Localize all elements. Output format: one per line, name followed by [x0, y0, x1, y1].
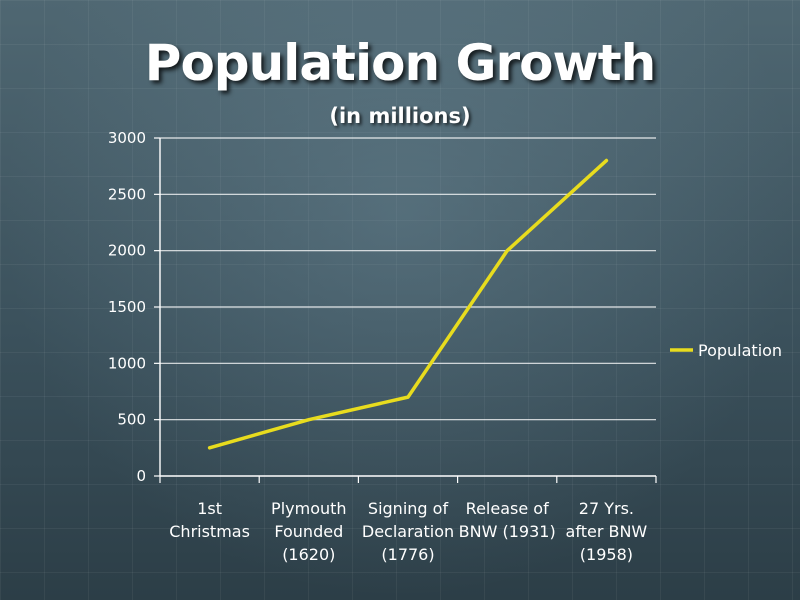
series-line-population	[207, 158, 609, 450]
x-tick-label: Release of BNW (1931)	[459, 499, 556, 541]
x-tick-label-line: 27 Yrs.	[579, 499, 634, 518]
y-tick-label: 0	[136, 467, 146, 485]
x-tick-label: Plymouth Founded (1620)	[271, 499, 347, 564]
x-tick-label-line: Release of	[466, 499, 549, 518]
y-tick-label: 2500	[108, 185, 146, 203]
legend-label: Population	[698, 341, 782, 360]
chart-subtitle: (in millions)	[329, 104, 471, 128]
x-tick-label-line: (1958)	[580, 545, 633, 564]
x-tick-label-line: 1st	[197, 499, 222, 518]
x-tick-label-line: Declaration	[362, 522, 454, 541]
y-tick-label: 3000	[108, 129, 146, 147]
x-tick-label: 1st Christmas	[169, 499, 250, 541]
y-tick-label: 1500	[108, 298, 146, 316]
x-tick-label-line: after BNW	[566, 522, 648, 541]
x-tick-label-line: Signing of	[368, 499, 449, 518]
x-tick-label-line: (1620)	[282, 545, 335, 564]
y-axis-ticks: 0 500 1000 1500 2000 2500 3000	[108, 129, 160, 485]
x-tick-label: Signing of Declaration (1776)	[362, 499, 454, 564]
x-tick-label-line: BNW (1931)	[459, 522, 556, 541]
y-tick-label: 1000	[108, 354, 146, 372]
y-tick-label: 2000	[108, 242, 146, 260]
x-tick-label-line: Founded	[274, 522, 343, 541]
chart-title: Population Growth	[144, 34, 656, 92]
x-tick-label: 27 Yrs. after BNW (1958)	[566, 499, 648, 564]
x-axis-ticks: 1st Christmas Plymouth Founded (1620) Signing…	[159, 476, 657, 564]
y-tick-label: 500	[117, 411, 146, 429]
legend: Population	[670, 341, 782, 360]
x-tick-label-line: (1776)	[381, 545, 434, 564]
x-tick-label-line: Christmas	[169, 522, 250, 541]
gridlines	[160, 137, 656, 421]
x-tick-label-line: Plymouth	[271, 499, 347, 518]
series-lines	[207, 158, 609, 450]
